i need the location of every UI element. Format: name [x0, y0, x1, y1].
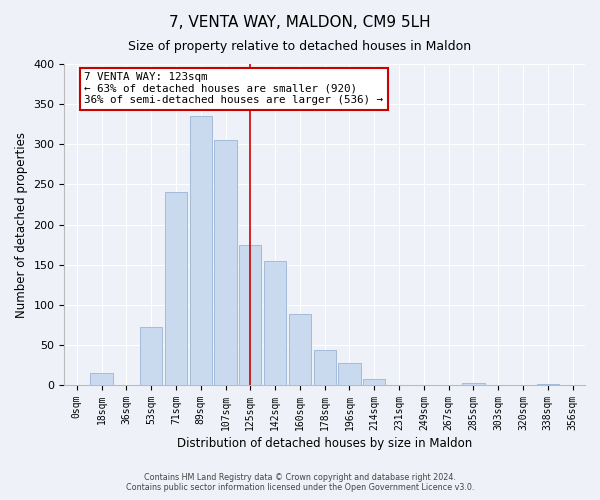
Text: 7 VENTA WAY: 123sqm
← 63% of detached houses are smaller (920)
36% of semi-detac: 7 VENTA WAY: 123sqm ← 63% of detached ho… — [84, 72, 383, 105]
Bar — [214, 140, 236, 385]
Text: Size of property relative to detached houses in Maldon: Size of property relative to detached ho… — [128, 40, 472, 53]
Bar — [190, 116, 212, 385]
Bar — [363, 380, 385, 385]
Bar — [338, 362, 361, 385]
Bar — [264, 260, 286, 385]
Text: 7, VENTA WAY, MALDON, CM9 5LH: 7, VENTA WAY, MALDON, CM9 5LH — [169, 15, 431, 30]
X-axis label: Distribution of detached houses by size in Maldon: Distribution of detached houses by size … — [177, 437, 472, 450]
Y-axis label: Number of detached properties: Number of detached properties — [15, 132, 28, 318]
Bar — [462, 384, 485, 385]
Bar — [314, 350, 336, 385]
Bar — [140, 328, 163, 385]
Text: Contains HM Land Registry data © Crown copyright and database right 2024.
Contai: Contains HM Land Registry data © Crown c… — [126, 473, 474, 492]
Bar — [239, 244, 262, 385]
Bar — [91, 373, 113, 385]
Bar — [289, 314, 311, 385]
Bar — [536, 384, 559, 385]
Bar — [165, 192, 187, 385]
